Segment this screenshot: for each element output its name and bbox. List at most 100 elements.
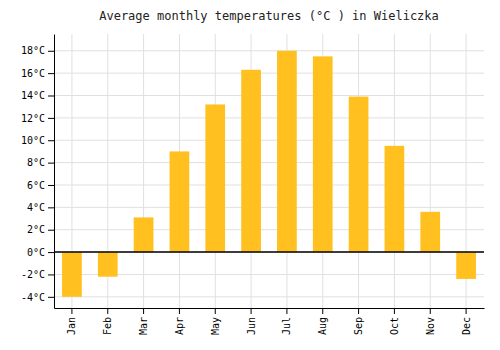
bar bbox=[349, 97, 369, 252]
y-tick-mark bbox=[48, 185, 54, 186]
y-tick: -2°C bbox=[21, 269, 54, 280]
y-tick-mark bbox=[48, 73, 54, 74]
x-tick: Jan bbox=[66, 308, 77, 335]
grid-line-y bbox=[54, 229, 484, 230]
x-tick: Oct bbox=[389, 308, 400, 335]
y-tick: 2°C bbox=[27, 224, 54, 235]
x-tick-mark bbox=[466, 308, 467, 314]
y-tick-label: -4°C bbox=[21, 292, 45, 303]
x-tick-label: Feb bbox=[102, 317, 113, 335]
y-tick: 8°C bbox=[27, 157, 54, 168]
x-tick-mark bbox=[179, 308, 180, 314]
grid-line-y bbox=[54, 252, 484, 253]
x-tick-label: Oct bbox=[389, 317, 400, 335]
x-tick-label: Dec bbox=[461, 317, 472, 335]
plot bbox=[54, 51, 484, 297]
y-tick-label: 2°C bbox=[27, 224, 45, 235]
bar bbox=[241, 70, 261, 252]
y-tick-label: 18°C bbox=[21, 45, 45, 56]
y-tick: 4°C bbox=[27, 202, 54, 213]
y-tick-mark bbox=[48, 274, 54, 275]
bar bbox=[456, 252, 476, 279]
x-tick-mark bbox=[358, 308, 359, 314]
grid-line-y bbox=[54, 296, 484, 297]
x-tick-label: Jun bbox=[246, 317, 257, 335]
y-tick-label: 8°C bbox=[27, 157, 45, 168]
x-tick-label: Aug bbox=[317, 317, 328, 335]
x-tick-mark bbox=[71, 308, 72, 314]
y-tick: 12°C bbox=[21, 113, 54, 124]
grid-line-x bbox=[143, 34, 144, 308]
y-tick: 6°C bbox=[27, 180, 54, 191]
x-tick-mark bbox=[215, 308, 216, 314]
y-tick: 18°C bbox=[21, 45, 54, 56]
grid-line-y bbox=[54, 50, 484, 51]
x-tick-mark bbox=[430, 308, 431, 314]
x-tick-label: Apr bbox=[174, 317, 185, 335]
x-tick-mark bbox=[286, 308, 287, 314]
x-tick-mark bbox=[143, 308, 144, 314]
grid-line-y bbox=[54, 274, 484, 275]
y-tick-mark bbox=[48, 297, 54, 298]
bar bbox=[313, 56, 333, 252]
y-tick-mark bbox=[48, 163, 54, 164]
x-tick-label: Mar bbox=[138, 317, 149, 335]
y-tick-mark bbox=[48, 96, 54, 97]
y-tick-label: 12°C bbox=[21, 113, 45, 124]
x-tick: Dec bbox=[461, 308, 472, 335]
bar bbox=[62, 252, 82, 297]
grid-line-y bbox=[54, 140, 484, 141]
y-tick: 14°C bbox=[21, 90, 54, 101]
grid-line-y bbox=[54, 184, 484, 185]
y-tick-mark bbox=[48, 51, 54, 52]
y-tick-label: 0°C bbox=[27, 247, 45, 258]
bar bbox=[98, 252, 118, 277]
x-tick: Feb bbox=[102, 308, 113, 335]
grid-line-x bbox=[430, 34, 431, 308]
x-tick: Mar bbox=[138, 308, 149, 335]
bar bbox=[385, 146, 405, 252]
y-tick-mark bbox=[48, 140, 54, 141]
x-tick-label: Nov bbox=[425, 317, 436, 335]
x-tick: Nov bbox=[425, 308, 436, 335]
y-tick-label: 4°C bbox=[27, 202, 45, 213]
x-tick-label: Sep bbox=[353, 317, 364, 335]
zero-line bbox=[54, 251, 484, 253]
y-tick-mark bbox=[48, 230, 54, 231]
grid-line-y bbox=[54, 95, 484, 96]
bar bbox=[134, 217, 154, 252]
grid-line-y bbox=[54, 73, 484, 74]
grid-line-y bbox=[54, 117, 484, 118]
x-tick: Jul bbox=[281, 308, 292, 335]
x-tick: Sep bbox=[353, 308, 364, 335]
y-tick: 10°C bbox=[21, 135, 54, 146]
grid-line-y bbox=[54, 207, 484, 208]
x-tick-label: Jan bbox=[66, 317, 77, 335]
y-tick-mark bbox=[48, 118, 54, 119]
x-tick-mark bbox=[394, 308, 395, 314]
x-tick-mark bbox=[322, 308, 323, 314]
bar bbox=[420, 212, 440, 252]
x-tick: Jun bbox=[246, 308, 257, 335]
x-tick-label: May bbox=[210, 317, 221, 335]
title: Average monthly temperatures (°C ) in Wi… bbox=[99, 9, 439, 23]
y-axis: -4°C -2°C 0°C 2°C 4°C 6°C 8°C 10°C 12°C 14°C 16°C 1… bbox=[21, 35, 55, 309]
y-tick-label: 6°C bbox=[27, 180, 45, 191]
bar bbox=[205, 104, 225, 252]
x-tick: Aug bbox=[317, 308, 328, 335]
y-axis-line bbox=[54, 35, 55, 309]
x-tick-label: Jul bbox=[281, 317, 292, 335]
x-tick-mark bbox=[107, 308, 108, 314]
y-tick-label: 14°C bbox=[21, 90, 45, 101]
grid-line-y bbox=[54, 162, 484, 163]
x-axis: Jan Feb Mar Apr May Jun Jul Aug Sep Oct Nov Dec bbox=[55, 308, 485, 335]
x-axis-line bbox=[55, 308, 485, 309]
bar bbox=[277, 51, 297, 252]
x-tick-mark bbox=[251, 308, 252, 314]
y-tick-label: -2°C bbox=[21, 269, 45, 280]
y-tick: -4°C bbox=[21, 292, 54, 303]
y-tick: 0°C bbox=[27, 247, 54, 258]
y-tick-mark bbox=[48, 207, 54, 208]
y-tick: 16°C bbox=[21, 68, 54, 79]
y-tick-label: 10°C bbox=[21, 135, 45, 146]
